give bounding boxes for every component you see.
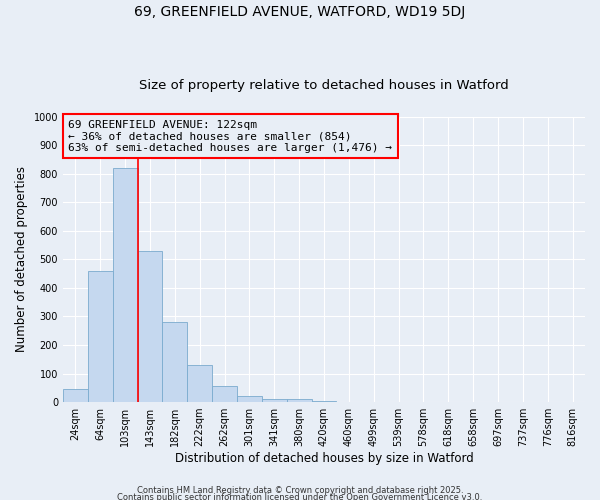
Text: 69, GREENFIELD AVENUE, WATFORD, WD19 5DJ: 69, GREENFIELD AVENUE, WATFORD, WD19 5DJ [134,5,466,19]
Bar [137,251,163,402]
Bar [163,322,187,402]
Title: Size of property relative to detached houses in Watford: Size of property relative to detached ho… [139,79,509,92]
Bar [187,365,212,402]
Text: Contains public sector information licensed under the Open Government Licence v3: Contains public sector information licen… [118,494,482,500]
Text: Contains HM Land Registry data © Crown copyright and database right 2025.: Contains HM Land Registry data © Crown c… [137,486,463,495]
Y-axis label: Number of detached properties: Number of detached properties [15,166,28,352]
Bar [88,271,113,402]
Bar [311,400,337,402]
Bar [262,398,287,402]
Text: 69 GREENFIELD AVENUE: 122sqm
← 36% of detached houses are smaller (854)
63% of s: 69 GREENFIELD AVENUE: 122sqm ← 36% of de… [68,120,392,153]
Bar [237,396,262,402]
Bar [287,398,311,402]
Bar [212,386,237,402]
Bar [63,389,88,402]
Bar [113,168,137,402]
X-axis label: Distribution of detached houses by size in Watford: Distribution of detached houses by size … [175,452,473,465]
